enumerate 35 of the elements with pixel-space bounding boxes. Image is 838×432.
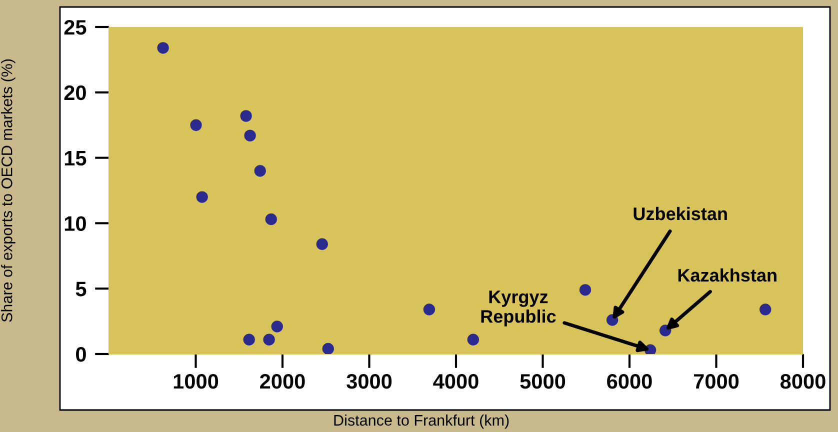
point (271, 320, 283, 332)
y-tick-label: 15 (64, 151, 86, 166)
point (263, 334, 275, 346)
point (243, 334, 255, 346)
y-tick-label: 10 (64, 216, 86, 231)
x-tick-label: 7000 (694, 374, 739, 389)
annotation: Uzbekistan (634, 206, 727, 220)
annotation: Kazakhstan (678, 268, 776, 282)
y-tick-label: 0 (76, 347, 86, 362)
x-tick-label: 3000 (346, 374, 392, 389)
point (265, 213, 277, 226)
y-tick-label: 25 (64, 20, 86, 35)
x-tick-label: 5000 (520, 374, 566, 389)
point (423, 304, 436, 316)
point (579, 284, 592, 296)
x-tick-label: 1000 (174, 374, 218, 389)
point (467, 334, 480, 346)
y-tick-label: 5 (76, 282, 86, 296)
point (244, 130, 256, 142)
x-tick-label: 4000 (433, 374, 478, 389)
x-axis-title: Distance to Frankfurt (km) (334, 414, 509, 429)
point (190, 119, 202, 131)
annotation: Kyrgyz Republic (481, 290, 556, 326)
point (316, 238, 328, 250)
x-tick-label: 2000 (260, 374, 305, 389)
y-axis-title: Share of exports to OECD markets (%) (1, 59, 16, 322)
point (240, 110, 252, 122)
y-tick-label: 20 (64, 85, 86, 100)
x-tick-label: 8000 (780, 374, 826, 389)
x-tick-label: 6000 (607, 374, 652, 389)
point (196, 191, 208, 203)
point (760, 304, 772, 316)
point (254, 165, 266, 177)
point (322, 342, 334, 354)
point (157, 42, 169, 54)
